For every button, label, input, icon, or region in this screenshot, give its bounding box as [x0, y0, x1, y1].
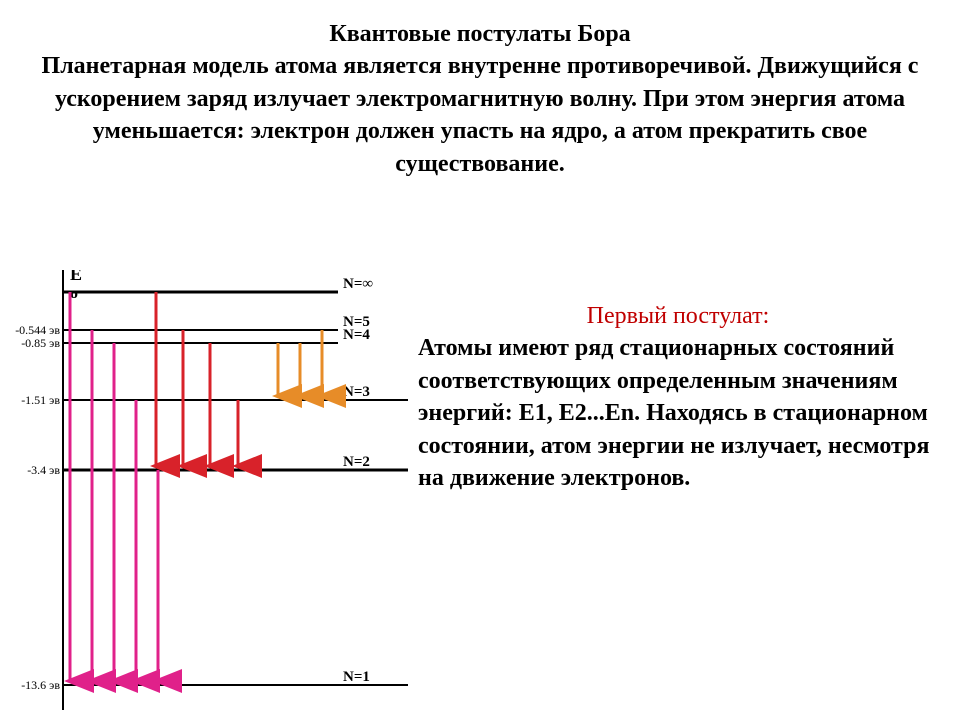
svg-text:-0.85 эв: -0.85 эв — [21, 336, 60, 350]
svg-text:N=4: N=4 — [343, 327, 370, 343]
energy-level-diagram: EоN=∞-0.544 эвN=5-0.85 эвN=4-1.51 эвN=3-… — [8, 270, 418, 710]
svg-text:-1.51 эв: -1.51 эв — [21, 393, 60, 407]
svg-text:N=1: N=1 — [343, 669, 370, 685]
svg-text:E: E — [70, 270, 82, 284]
postulate-heading: Первый постулат: — [418, 300, 938, 332]
svg-text:N=2: N=2 — [343, 454, 370, 470]
page-title: Квантовые постулаты Бора — [18, 18, 942, 50]
svg-text:-3.4 эв: -3.4 эв — [27, 463, 60, 477]
postulate-body: Атомы имеют ряд стационарных состояний с… — [418, 332, 938, 494]
svg-text:N=∞: N=∞ — [343, 276, 373, 292]
svg-text:-13.6 эв: -13.6 эв — [21, 678, 60, 692]
header-block: Квантовые постулаты Бора Планетарная мод… — [0, 18, 960, 180]
postulate-block: Первый постулат: Атомы имеют ряд стацион… — [418, 300, 938, 494]
svg-text:N=3: N=3 — [343, 384, 370, 400]
svg-text:-0.544 эв: -0.544 эв — [15, 323, 60, 337]
header-paragraph: Планетарная модель атома является внутре… — [18, 50, 942, 180]
